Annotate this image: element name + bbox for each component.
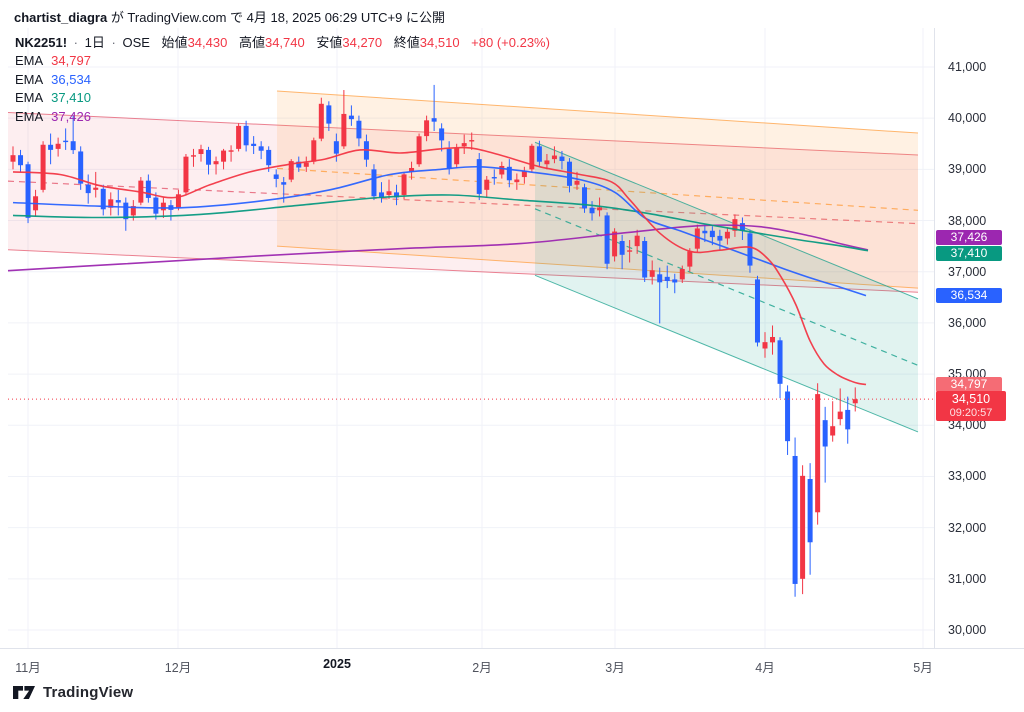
ema-label: EMA xyxy=(15,53,44,68)
symbol-name[interactable]: NK2251! xyxy=(15,35,68,50)
y-axis-label: 38,000 xyxy=(948,213,987,228)
indicator-price-badge: 37,410 xyxy=(936,246,1002,261)
price-axis[interactable]: 41,000 40,000 39,000 38,000 37,000 36,000 35,0… xyxy=(935,28,1024,648)
open-pair: 始値34,430 xyxy=(161,35,228,50)
legend-separator: · xyxy=(73,35,78,50)
pink-channel-lower xyxy=(7,249,919,293)
high-pair: 高値34,740 xyxy=(238,35,305,50)
author-name: chartist_diagra xyxy=(14,10,108,25)
publish-header: chartist_diagra が TradingView.com で 4月 1… xyxy=(14,7,445,26)
ema-value: 37,410 xyxy=(51,90,91,106)
y-axis-label: 36,000 xyxy=(948,315,987,330)
x-axis-label: 11月 xyxy=(15,661,41,675)
y-axis-label: 37,000 xyxy=(948,264,987,279)
orange-channel-lower xyxy=(276,245,919,289)
orange-channel-midline xyxy=(276,167,919,211)
y-axis-label: 41,000 xyxy=(948,60,987,74)
y-axis-label: 34,000 xyxy=(948,418,987,433)
legend-separator: · xyxy=(111,35,116,50)
ema-value: 37,426 xyxy=(51,108,91,124)
ema-line-37410 xyxy=(12,194,869,252)
last-price-value: 34,510 xyxy=(951,392,991,406)
teal-channel-upper xyxy=(534,141,919,300)
close-value: 34,510 xyxy=(419,35,460,50)
pink-channel-upper xyxy=(7,112,919,156)
x-axis-label: 12月 xyxy=(164,661,192,675)
exchange-label: OSE xyxy=(122,35,150,50)
ema-label: EMA xyxy=(15,108,44,124)
indicator-price-badge: 34,797 xyxy=(936,377,1002,392)
ema-label: EMA xyxy=(15,90,44,106)
ema-value: 34,797 xyxy=(51,53,91,68)
candlestick-series xyxy=(10,84,858,597)
last-price-badge: 34,510 09:20:57 xyxy=(936,391,1006,421)
indicator-price-badge: 37,426 xyxy=(936,230,1002,245)
ema-legend-row: EMA 37,410 xyxy=(15,89,550,108)
ema-value: 36,534 xyxy=(51,71,91,87)
ema-label: EMA xyxy=(15,71,44,87)
ema-legend-row: EMA 34,797 xyxy=(15,52,550,71)
ema-line-36534 xyxy=(12,165,867,297)
x-axis-label: 5月 xyxy=(913,661,933,675)
low-value: 34,270 xyxy=(342,35,383,50)
ema-line-37426 xyxy=(7,224,869,272)
x-axis-label: 4月 xyxy=(755,661,775,675)
y-axis-label: 31,000 xyxy=(948,571,987,586)
orange-channel-upper xyxy=(276,90,919,134)
tradingview-logo-icon xyxy=(13,686,35,699)
y-axis-label: 30,000 xyxy=(948,623,987,637)
low-pair: 安値34,270 xyxy=(316,35,383,50)
y-axis-label: 32,000 xyxy=(948,520,987,535)
ema-legend-row: EMA 36,534 xyxy=(15,71,550,90)
time-axis[interactable]: 11月 12月 2025 2月 3月 4月 5月 xyxy=(0,648,1024,679)
tradingview-brand-text: TradingView xyxy=(43,684,134,701)
high-value: 34,740 xyxy=(264,35,305,50)
indicator-price-badge: 36,534 xyxy=(936,288,1002,303)
teal-channel-lower xyxy=(534,274,919,433)
symbol-legend-row: NK2251! · 1日 · OSE 始値34,430 高値34,740 安値3… xyxy=(15,33,550,52)
close-pair: 終値34,510 xyxy=(393,35,460,50)
change-value: +80 (+0.23%) xyxy=(471,35,550,50)
y-axis-label: 40,000 xyxy=(948,111,987,126)
tradingview-attribution[interactable]: TradingView xyxy=(13,684,133,701)
bar-countdown: 09:20:57 xyxy=(949,407,993,419)
publish-info: が TradingView.com で 4月 18, 2025 06:29 UT… xyxy=(107,10,445,25)
y-axis-label: 39,000 xyxy=(948,162,987,177)
open-value: 34,430 xyxy=(187,35,228,50)
teal-channel xyxy=(535,142,918,432)
y-axis-label: 33,000 xyxy=(948,469,987,484)
ema-line-34797 xyxy=(12,146,867,386)
chart-legend: NK2251! · 1日 · OSE 始値34,430 高値34,740 安値3… xyxy=(15,33,550,126)
interval-label: 1日 xyxy=(84,35,105,50)
x-axis-label: 3月 xyxy=(605,661,625,675)
pink-channel-midline xyxy=(7,180,919,225)
x-axis-label: 2025 xyxy=(323,657,351,671)
x-axis-label: 2月 xyxy=(472,661,492,675)
ema-legend-row: EMA 37,426 xyxy=(15,108,550,127)
